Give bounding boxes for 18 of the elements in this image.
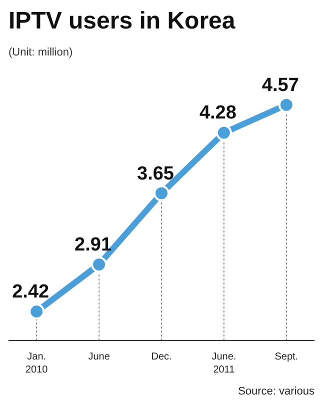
x-tick-label: Sept. — [274, 352, 298, 362]
point — [28, 304, 45, 320]
data-label: 2.42 — [12, 282, 50, 303]
x-tick-label: Dec. — [151, 352, 172, 362]
point — [278, 96, 294, 113]
data-label: 4.28 — [199, 102, 236, 124]
x-tick-label: June. 2011 — [212, 352, 236, 376]
data-label: 4.57 — [262, 74, 299, 96]
x-tick-label: June — [88, 352, 110, 362]
source-note: Source: various — [238, 386, 315, 398]
data-label: 3.65 — [137, 163, 174, 184]
point — [154, 185, 170, 202]
x-tick-label: Jan. 2010 — [25, 352, 48, 376]
data-label: 2.91 — [74, 234, 112, 256]
chart-subtitle: (Unit: million) — [8, 46, 73, 58]
point — [91, 256, 108, 272]
chart-title: IPTV users in Korea — [8, 8, 236, 34]
point — [216, 124, 232, 141]
